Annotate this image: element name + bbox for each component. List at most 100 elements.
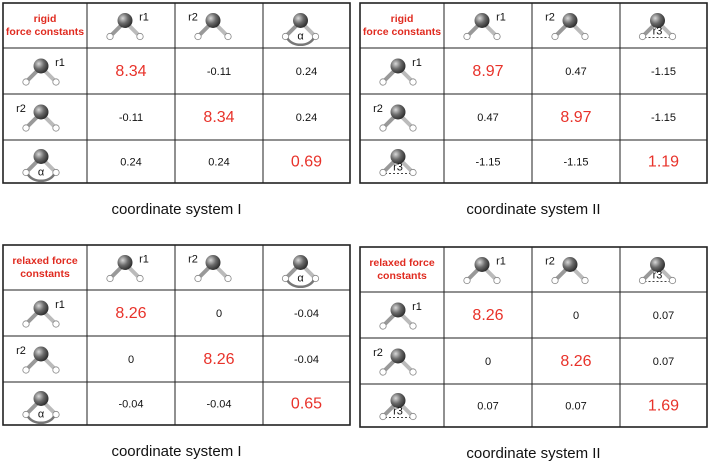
- oxygen: [293, 13, 308, 28]
- hydrogen: [52, 78, 60, 86]
- cell-value: -0.04: [294, 308, 319, 320]
- hydrogen: [551, 276, 559, 285]
- coordinate-label: α: [38, 166, 45, 178]
- hydrogen: [52, 410, 60, 419]
- cell-value: 0.24: [120, 156, 141, 168]
- hydrogen: [52, 366, 60, 374]
- hydrogen: [194, 32, 202, 41]
- hydrogen: [22, 410, 30, 419]
- cell-value: 0.24: [208, 156, 229, 168]
- oxygen: [650, 257, 665, 272]
- hydrogen: [493, 276, 501, 285]
- cell-value: 0.07: [653, 356, 674, 368]
- oxygen: [390, 58, 406, 74]
- hydrogen: [311, 274, 320, 283]
- cell-value: 0.07: [565, 400, 586, 412]
- oxygen: [205, 255, 221, 270]
- oxygen: [650, 13, 665, 28]
- cell-value: -0.04: [118, 398, 143, 410]
- oxygen: [117, 255, 133, 270]
- coordinate-label: r3: [393, 161, 403, 173]
- hydrogen: [463, 276, 471, 285]
- molecule-icon: r3: [638, 13, 677, 41]
- hydrogen: [136, 274, 144, 283]
- oxygen: [33, 346, 49, 362]
- cell-value: 0: [216, 308, 222, 320]
- oxygen: [390, 393, 406, 408]
- molecule-icon: r3: [379, 393, 417, 421]
- hydrogen: [22, 78, 30, 86]
- hydrogen: [409, 168, 417, 177]
- hydrogen: [22, 366, 30, 374]
- hydrogen: [106, 32, 114, 41]
- coordinate-label: r1: [55, 299, 65, 311]
- molecule-icon: r1: [106, 253, 149, 283]
- cell-value: 0: [573, 310, 579, 322]
- coordinate-label: r1: [55, 57, 65, 69]
- molecule-icon: α: [22, 391, 60, 424]
- oxygen: [33, 391, 49, 406]
- molecule-icon: r1: [106, 11, 149, 41]
- hydrogen: [379, 168, 387, 177]
- coordinate-label: r2: [373, 347, 383, 359]
- table-border: [359, 2, 708, 184]
- molecule-icon: r2: [16, 103, 60, 132]
- hydrogen: [379, 322, 387, 330]
- oxygen: [33, 104, 49, 120]
- molecule-icon: r2: [373, 347, 417, 376]
- hydrogen: [409, 368, 417, 376]
- hydrogen: [551, 32, 559, 41]
- oxygen: [390, 348, 406, 364]
- molecule-icon: r3: [638, 257, 677, 285]
- hydrogen: [463, 32, 471, 41]
- hydrogen: [668, 276, 677, 285]
- hydrogen: [638, 276, 647, 285]
- header-label: relaxed force: [12, 255, 78, 267]
- coordinate-label: r2: [16, 103, 26, 115]
- diagonal-value: 8.26: [560, 353, 591, 370]
- molecule-icon: α: [22, 149, 60, 182]
- header-label: constants: [377, 270, 427, 282]
- diagonal-value: 1.19: [648, 154, 679, 171]
- molecule-icon: r3: [379, 149, 417, 177]
- hydrogen: [409, 78, 417, 86]
- header-label: rigid: [34, 13, 57, 25]
- oxygen: [205, 13, 221, 28]
- oxygen: [33, 149, 49, 164]
- hydrogen: [22, 168, 30, 177]
- cell-value: 0.07: [653, 310, 674, 322]
- table-caption: coordinate system II: [466, 445, 600, 462]
- coordinate-label: r2: [545, 11, 555, 23]
- oxygen: [474, 13, 490, 28]
- molecule-icon: α: [281, 13, 320, 46]
- hydrogen: [379, 412, 387, 421]
- cell-value: 0.47: [565, 66, 586, 78]
- molecule-icon: r1: [22, 299, 65, 328]
- diagonal-value: 8.26: [472, 307, 503, 324]
- hydrogen: [52, 168, 60, 177]
- coordinate-label: r2: [16, 345, 26, 357]
- diagonal-value: 8.34: [115, 63, 146, 80]
- oxygen: [117, 13, 133, 28]
- cell-value: -1.15: [475, 156, 500, 168]
- molecule-icon: r2: [188, 11, 232, 41]
- table-caption: coordinate system II: [466, 201, 600, 218]
- cell-value: -0.04: [294, 354, 319, 366]
- coordinate-label: r3: [653, 25, 663, 37]
- cell-value: -0.11: [119, 112, 143, 124]
- molecule-icon: α: [281, 255, 320, 288]
- coordinate-label: r3: [393, 405, 403, 417]
- cell-value: 0.07: [477, 400, 498, 412]
- hydrogen: [136, 32, 144, 41]
- table-border: [2, 244, 351, 426]
- hydrogen: [311, 32, 320, 41]
- hydrogen: [281, 32, 290, 41]
- hydrogen: [22, 320, 30, 328]
- hydrogen: [581, 276, 589, 285]
- hydrogen: [379, 78, 387, 86]
- hydrogen: [493, 32, 501, 41]
